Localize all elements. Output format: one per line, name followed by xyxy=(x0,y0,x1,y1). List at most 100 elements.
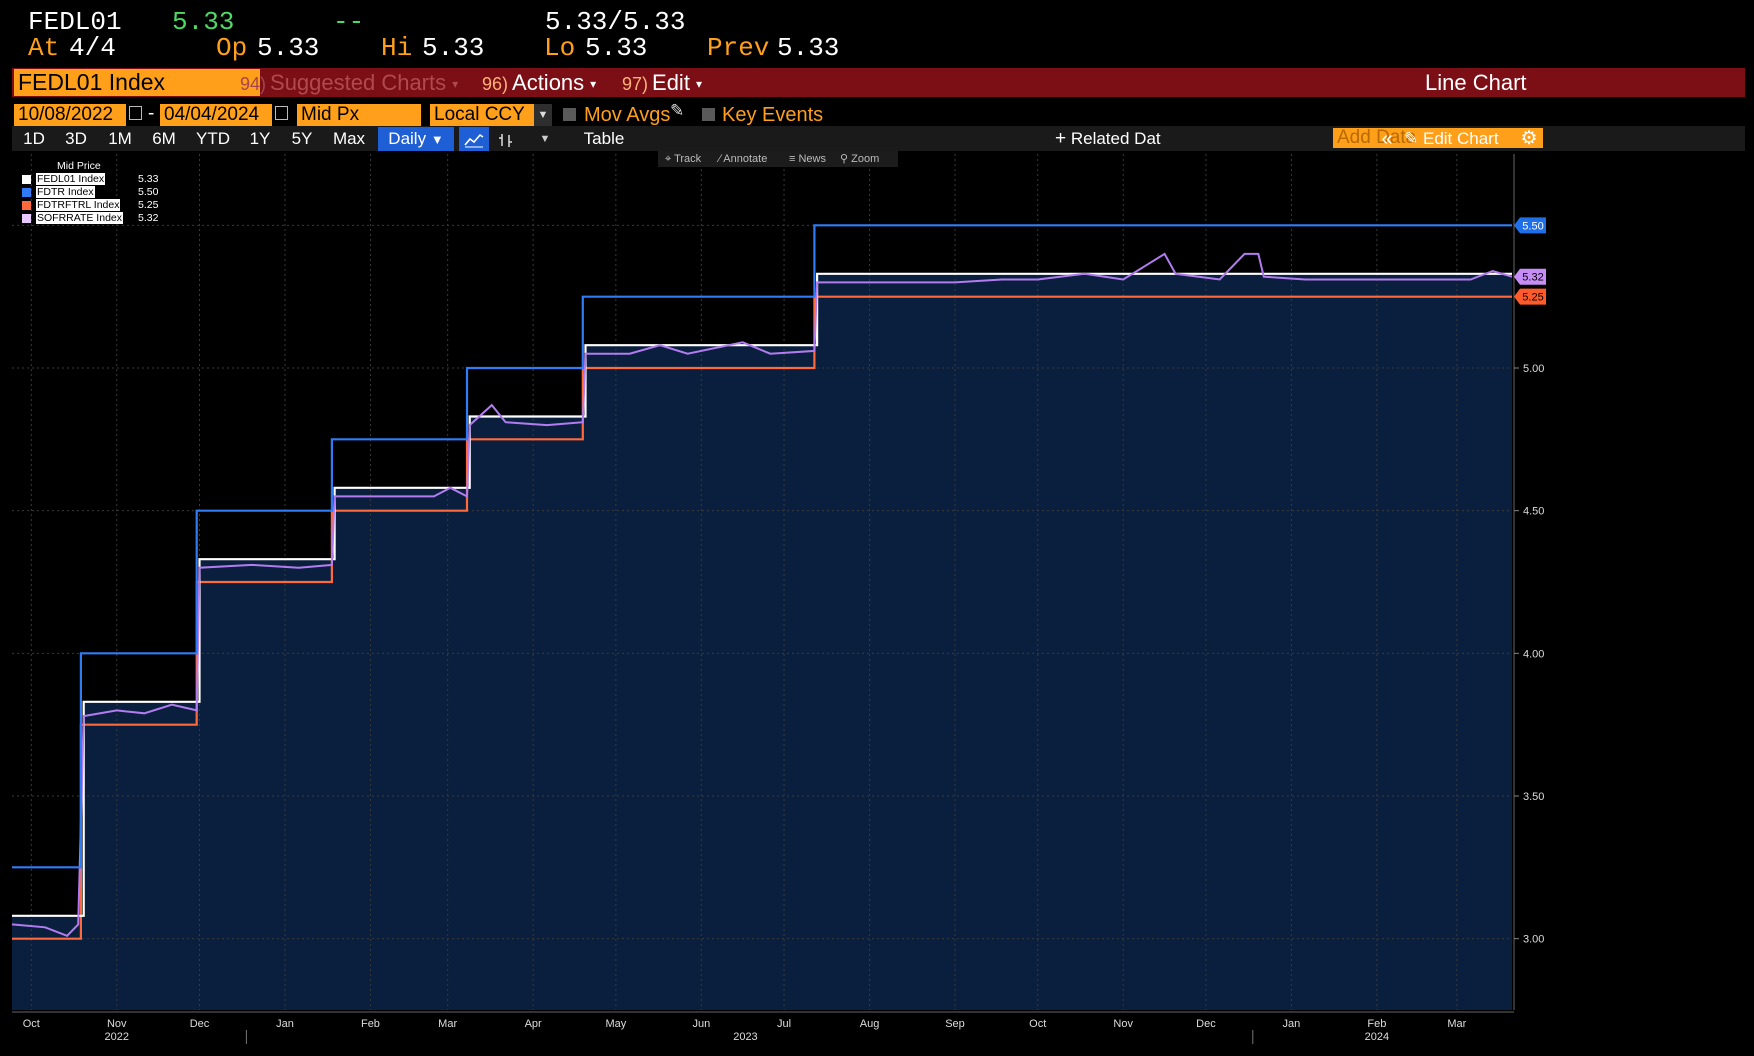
calendar-icon[interactable] xyxy=(129,106,142,120)
line-chart[interactable]: 3.00 3.50 4.00 4.50 5.00 5.50 Oct Nov Dec Jan Feb… xyxy=(0,150,1754,1050)
period-max-button[interactable]: Max xyxy=(332,129,366,148)
annotate-label: Annotate xyxy=(723,153,768,165)
x-tick-label: Feb xyxy=(361,1018,380,1030)
line-chart-icon[interactable] xyxy=(459,127,489,151)
last-value-tag-label: 5.32 xyxy=(1522,272,1543,284)
legend-swatch xyxy=(22,175,31,184)
edit-chart-label: Edit Chart xyxy=(1422,129,1499,148)
suggested-charts-number: 94) xyxy=(240,74,267,94)
period-1y-button[interactable]: 1Y xyxy=(249,129,271,148)
legend-value: 5.50 xyxy=(138,186,159,198)
crosshair-icon: ⌖ xyxy=(665,153,672,165)
x-tick-label: May xyxy=(605,1018,626,1030)
annotate-tool[interactable]: ∕ Annotate xyxy=(719,151,767,167)
track-label: Track xyxy=(674,153,702,165)
y-tick-label: 3.50 xyxy=(1523,791,1544,803)
x-tick-label: Aug xyxy=(860,1018,880,1030)
bar-chart-icon[interactable] xyxy=(493,127,519,151)
at-value: 4/4 xyxy=(69,33,116,63)
x-tick-label: Jan xyxy=(1283,1018,1301,1030)
y-tick-label: 4.50 xyxy=(1523,506,1544,518)
key-events-label[interactable]: Key Events xyxy=(722,104,824,126)
legend-value: 5.32 xyxy=(138,212,159,224)
edit-chart-button[interactable]: ✎ Edit Chart xyxy=(1404,127,1512,151)
last-price: 5.33 xyxy=(172,7,235,37)
legend-entry[interactable]: SOFRRATE Index 5.32 xyxy=(20,212,160,225)
mov-avgs-label[interactable]: Mov Avgs xyxy=(584,104,671,126)
low-value: 5.33 xyxy=(585,33,648,63)
chevron-down-icon: ▾ xyxy=(452,76,459,91)
legend-value: 5.25 xyxy=(138,199,159,211)
x-year-label: 2023 xyxy=(733,1031,757,1043)
y-tick-label: 3.00 xyxy=(1523,934,1544,946)
legend-swatch xyxy=(22,201,31,210)
period-6m-button[interactable]: 6M xyxy=(152,129,176,148)
x-tick-label: Feb xyxy=(1367,1018,1386,1030)
open-label: Op xyxy=(216,33,248,63)
frequency-select[interactable]: Daily ▼ xyxy=(378,127,454,151)
period-1d-button[interactable]: 1D xyxy=(23,129,45,148)
x-tick-label: Nov xyxy=(1113,1018,1133,1030)
y-tick-label: 5.00 xyxy=(1523,363,1544,375)
search-icon: ⚲ xyxy=(840,153,849,165)
end-date-input[interactable]: 04/04/2024 xyxy=(160,104,272,126)
edit-label: Edit xyxy=(652,70,690,95)
news-icon: ≡ xyxy=(789,153,796,165)
period-5y-button[interactable]: 5Y xyxy=(291,129,313,148)
actions-label: Actions xyxy=(512,70,585,95)
actions-menu[interactable]: 96) Actions ▾ xyxy=(482,69,596,96)
zoom-tool[interactable]: ⚲ Zoom xyxy=(840,151,879,167)
x-tick-label: Sep xyxy=(945,1018,965,1030)
chevron-down-icon[interactable]: ▼ xyxy=(539,133,551,145)
fdtr-series-line xyxy=(12,224,1512,869)
edit-number: 97) xyxy=(622,74,649,94)
legend-name: FDTR Index xyxy=(36,186,95,198)
chart-legend: Mid Price FEDL01 Index 5.33 FDTR Index 5… xyxy=(20,160,160,225)
period-1m-button[interactable]: 1M xyxy=(108,129,132,148)
x-tick-label: Oct xyxy=(23,1018,40,1030)
legend-swatch xyxy=(22,214,31,223)
news-tool[interactable]: ≡ News xyxy=(789,151,826,167)
table-button[interactable]: Table xyxy=(583,129,625,148)
currency-select[interactable]: Local CCY xyxy=(430,104,534,126)
title-bar xyxy=(12,68,1745,97)
x-year-label: 2022 xyxy=(105,1031,129,1043)
track-tool[interactable]: ⌖ Track xyxy=(665,151,701,167)
key-events-checkbox[interactable] xyxy=(702,108,715,121)
ticker-label: FEDL01 xyxy=(28,7,122,37)
at-label: At xyxy=(28,33,60,63)
start-date-input[interactable]: 10/08/2022 xyxy=(14,104,126,126)
period-3d-button[interactable]: 3D xyxy=(65,129,87,148)
high-value: 5.33 xyxy=(422,33,485,63)
x-tick-label: Jan xyxy=(276,1018,294,1030)
open-value: 5.33 xyxy=(257,33,320,63)
legend-entry[interactable]: FDTR Index 5.50 xyxy=(20,186,160,199)
double-chevron-left-icon[interactable]: « xyxy=(1381,128,1393,150)
legend-entry[interactable]: FDTRFTRL Index 5.25 xyxy=(20,199,160,212)
plus-icon: + xyxy=(1055,128,1067,149)
last-value-tag-label: 5.25 xyxy=(1522,292,1543,304)
annotate-icon: ∕ xyxy=(719,153,721,165)
pencil-icon[interactable]: ✎ xyxy=(670,101,685,120)
calendar-icon[interactable] xyxy=(275,106,288,120)
last-value-tag xyxy=(1514,268,1546,285)
last-value-tag xyxy=(1514,217,1546,234)
frequency-label: Daily xyxy=(388,129,427,148)
suggested-charts-menu[interactable]: 94) Suggested Charts ▾ xyxy=(240,69,458,96)
price-field-input[interactable]: Mid Px xyxy=(297,104,421,126)
chevron-down-icon[interactable]: ▼ xyxy=(534,104,552,126)
date-separator: - xyxy=(148,103,155,124)
add-data-input[interactable]: Add Data xyxy=(1333,128,1543,148)
x-year-label: 2024 xyxy=(1365,1031,1389,1043)
bid-ask: 5.33/5.33 xyxy=(545,7,686,37)
period-ytd-button[interactable]: YTD xyxy=(196,129,230,148)
x-tick-label: Oct xyxy=(1029,1018,1046,1030)
legend-entry[interactable]: FEDL01 Index 5.33 xyxy=(20,173,160,186)
change-value: -- xyxy=(333,7,365,37)
related-data-button[interactable]: + Related Dat xyxy=(1055,127,1175,151)
gear-icon[interactable]: ⚙ xyxy=(1520,128,1538,149)
edit-menu[interactable]: 97) Edit ▾ xyxy=(622,69,702,96)
chevron-down-icon: ▾ xyxy=(695,76,702,91)
security-input[interactable]: FEDL01 Index xyxy=(14,69,260,96)
mov-avgs-checkbox[interactable] xyxy=(563,108,576,121)
